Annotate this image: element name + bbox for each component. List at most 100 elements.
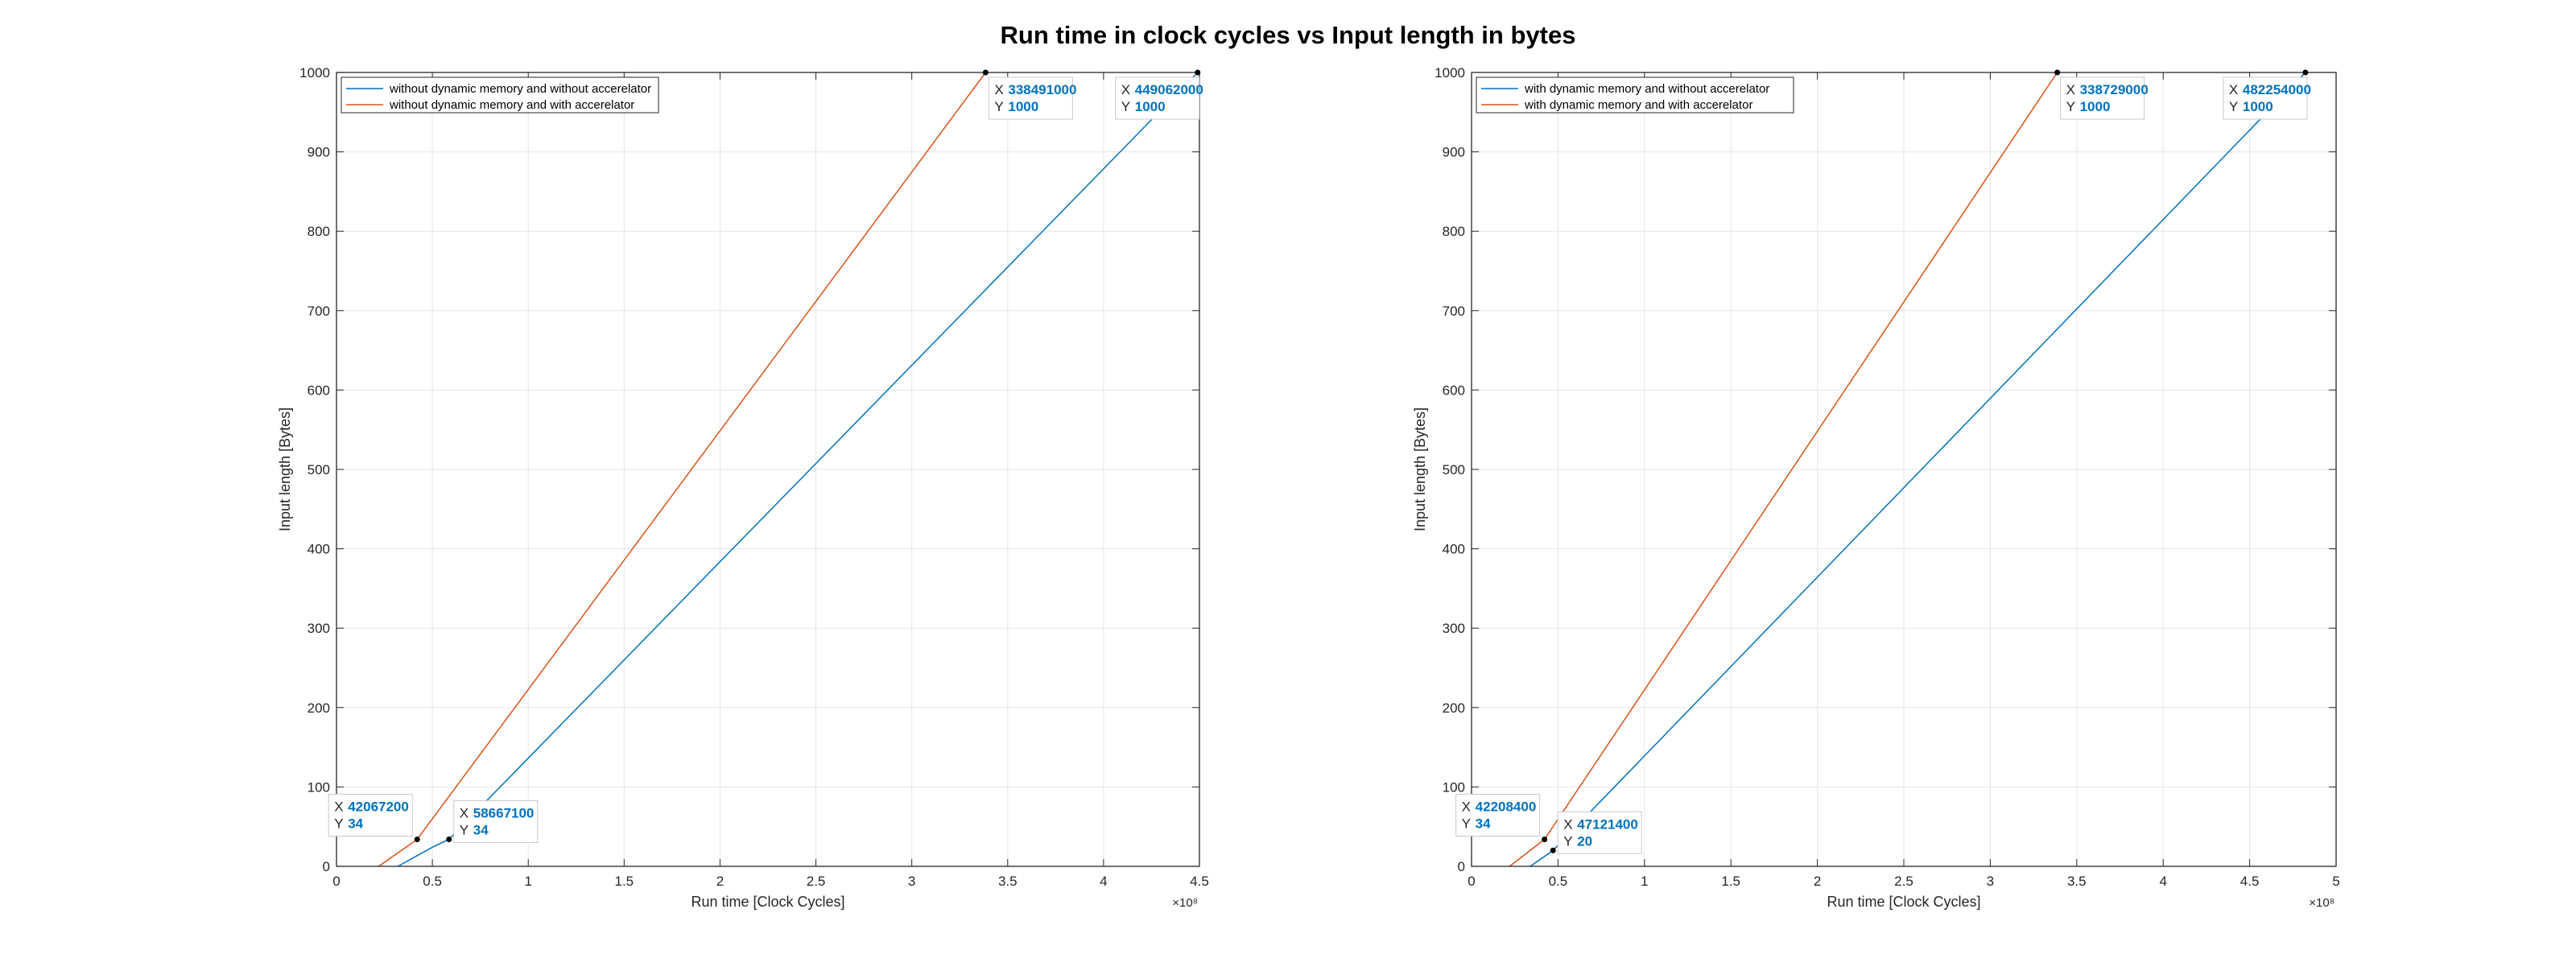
datatip-x-key: X — [2066, 82, 2075, 97]
datatip-y-value: 1000 — [1135, 99, 1166, 114]
datatip[interactable]: X 42208400 Y 34 — [1455, 793, 1548, 842]
x-tick-label: 3.5 — [2067, 874, 2087, 889]
x-tick-label: 0 — [1468, 874, 1475, 889]
x-axis-label: Run time [Clock Cycles] — [691, 894, 844, 910]
y-tick-label: 500 — [308, 462, 330, 477]
datatip-marker[interactable] — [414, 836, 420, 842]
y-tick-label: 1000 — [1435, 65, 1465, 81]
datatip-y-key: Y — [2229, 99, 2238, 114]
datatip-y-key: Y — [1462, 816, 1471, 831]
x-tick-label: 2 — [716, 874, 724, 889]
legend[interactable]: with dynamic memory and without accerela… — [1476, 76, 1794, 114]
x-tick-label: 2 — [1814, 874, 1821, 889]
datatip-x-value: 449062000 — [1135, 82, 1203, 97]
datatip-x-value: 42208400 — [1476, 799, 1537, 814]
datatip-marker[interactable] — [2054, 69, 2061, 76]
datatip-x-value: 482254000 — [2243, 82, 2311, 97]
datatip-x-key: X — [1462, 799, 1471, 814]
figure-title: Run time in clock cycles vs Input length… — [1000, 21, 1576, 49]
datatip-marker[interactable] — [1550, 847, 1556, 853]
y-tick-label: 600 — [1443, 382, 1465, 398]
datatip[interactable]: X 338491000 Y 1000 — [982, 69, 1077, 120]
y-tick-label: 0 — [1458, 859, 1465, 874]
y-tick-label: 300 — [308, 621, 330, 636]
x-tick-label: 1 — [1641, 874, 1648, 889]
datatip-box — [1115, 76, 1200, 120]
datatip-box — [1455, 793, 1541, 837]
datatip[interactable]: X 482254000 Y 1000 — [2223, 69, 2311, 120]
y-tick-label: 800 — [308, 224, 330, 239]
datatip-x-key: X — [2229, 82, 2238, 97]
x-tick-label: 0 — [332, 874, 340, 889]
series-line-1[interactable] — [397, 72, 1199, 867]
legend-entry-2: without dynamic memory and with accerela… — [389, 98, 634, 112]
datatip-y-value: 20 — [1577, 833, 1592, 849]
datatip-y-key: Y — [334, 816, 343, 831]
datatip-x-key: X — [994, 82, 1003, 97]
plot-left[interactable]: 0 0.5 1 1.5 2 2.5 3 3.5 4 4.5 0 100 200 300 400 500 600 7… — [277, 65, 1209, 910]
x-tick-label: 1.5 — [615, 874, 634, 889]
datatip-y-value: 1000 — [2080, 99, 2111, 114]
datatip-x-value: 47121400 — [1577, 816, 1638, 832]
legend[interactable]: without dynamic memory and without accer… — [341, 76, 659, 114]
datatip-x-key: X — [334, 799, 343, 814]
x-axis-label: Run time [Clock Cycles] — [1827, 894, 1980, 910]
legend-box — [1476, 76, 1794, 114]
datatip-box — [2060, 76, 2145, 120]
datatip-y-value: 34 — [473, 822, 489, 837]
datatip-x-value: 338491000 — [1008, 82, 1076, 97]
x-tick-label: 3 — [1987, 874, 1994, 889]
x-tick-label: 4 — [2159, 874, 2166, 889]
datatip-x-key: X — [1121, 82, 1130, 97]
legend-entry-2: with dynamic memory and with accerelator — [1524, 98, 1752, 112]
y-tick-label: 300 — [1443, 621, 1465, 636]
datatip[interactable]: X 338729000 Y 1000 — [2054, 69, 2149, 120]
plot-right[interactable]: 0 0.5 1 1.5 2 2.5 3 3.5 4 4.5 5 0 100 200 300 400 500 600… — [1412, 65, 2340, 910]
legend-entry-1: with dynamic memory and without accerela… — [1524, 82, 1769, 96]
datatip-y-key: Y — [460, 822, 469, 837]
x-tick-label: 4 — [1100, 874, 1107, 889]
datatip-y-key: Y — [1121, 99, 1130, 114]
datatip[interactable]: X 42067200 Y 34 — [328, 793, 420, 842]
datatip-y-value: 34 — [348, 816, 363, 831]
y-tick-label: 200 — [308, 700, 330, 716]
datatip-marker[interactable] — [446, 836, 452, 842]
datatip-x-key: X — [1563, 816, 1572, 832]
datatip-y-value: 1000 — [2243, 99, 2273, 114]
datatip-box — [1557, 811, 1642, 854]
y-tick-label: 900 — [308, 145, 330, 160]
datatip-marker[interactable] — [2302, 69, 2309, 76]
datatip-x-value: 58667100 — [473, 805, 535, 820]
y-tick-label: 700 — [308, 304, 330, 319]
datatip-y-value: 1000 — [1008, 99, 1038, 114]
datatip-marker[interactable] — [1195, 69, 1201, 76]
x-tick-label: 3 — [908, 874, 915, 889]
datatip-y-key: Y — [2066, 99, 2075, 114]
datatip-x-value: 338729000 — [2080, 82, 2149, 97]
datatip[interactable]: X 449062000 Y 1000 — [1115, 69, 1203, 120]
y-tick-label: 100 — [308, 779, 330, 795]
y-tick-label: 200 — [1443, 700, 1465, 716]
x-tick-label: 2.5 — [1894, 874, 1913, 889]
datatip-y-value: 34 — [1476, 816, 1491, 831]
x-tick-label: 1.5 — [1721, 874, 1740, 889]
datatip-box — [453, 800, 539, 843]
x-tick-label: 5 — [2332, 874, 2339, 889]
x-tick-label: 0.5 — [423, 874, 442, 889]
y-axis-label: Input length [Bytes] — [277, 407, 293, 531]
datatip[interactable]: X 47121400 Y 20 — [1550, 811, 1642, 854]
x-exponent-label: ×10⁸ — [1172, 896, 1198, 910]
datatip-marker[interactable] — [1542, 836, 1548, 842]
datatip-x-key: X — [460, 805, 469, 820]
datatip-marker[interactable] — [982, 69, 989, 76]
x-tick-label: 3.5 — [998, 874, 1018, 889]
x-exponent-label: ×10⁸ — [2309, 896, 2334, 910]
legend-entry-1: without dynamic memory and without accer… — [389, 82, 651, 96]
y-tick-label: 400 — [308, 542, 330, 557]
y-tick-label: 900 — [1443, 145, 1465, 160]
datatip[interactable]: X 58667100 Y 34 — [446, 800, 539, 843]
x-tick-label: 2.5 — [807, 874, 826, 889]
x-tick-label: 0.5 — [1549, 874, 1568, 889]
legend-box — [341, 76, 659, 114]
